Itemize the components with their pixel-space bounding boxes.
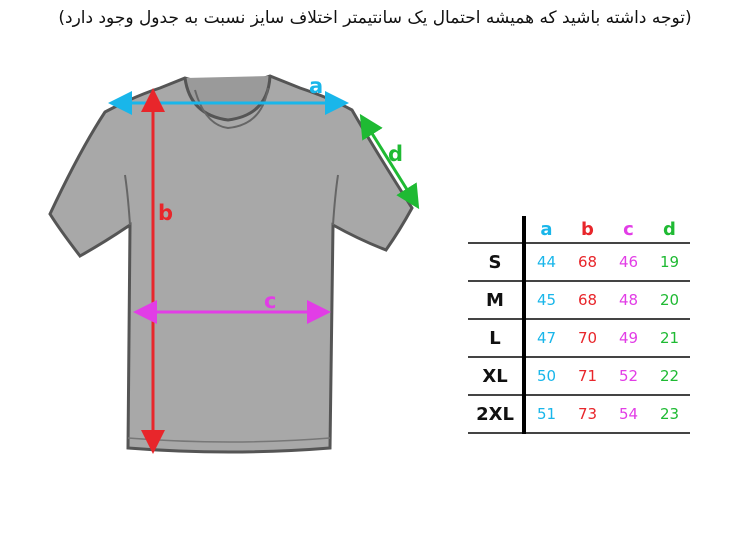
size-label: L — [468, 319, 526, 357]
measure-b-value: 70 — [577, 329, 598, 347]
label-d: d — [388, 142, 403, 166]
column-header-a: a — [540, 218, 553, 240]
measure-d-arrow — [359, 113, 420, 210]
table-row: S 44 68 46 19 — [468, 243, 690, 281]
table-header-row: a b c d — [468, 216, 690, 243]
measure-b-value: 73 — [577, 405, 598, 423]
measure-d-value: 23 — [659, 405, 680, 423]
measure-a-value: 51 — [536, 405, 557, 423]
measure-d-value: 19 — [659, 253, 680, 271]
measure-d-value: 22 — [659, 367, 680, 385]
tshirt-body — [48, 74, 414, 454]
table-row: 2XL 51 73 54 23 — [468, 395, 690, 433]
measure-d-value: 21 — [659, 329, 680, 347]
size-disclaimer-note: (توجه داشته باشید که همیشه احتمال یک سان… — [58, 8, 692, 28]
table-row: L 47 70 49 21 — [468, 319, 690, 357]
table-row: XL 50 71 52 22 — [468, 357, 690, 395]
measure-c-value: 54 — [618, 405, 639, 423]
measure-b-value: 68 — [577, 291, 598, 309]
size-label: M — [468, 281, 526, 319]
measure-a-value: 50 — [536, 367, 557, 385]
column-header-b: b — [581, 218, 594, 240]
size-label: S — [468, 243, 526, 281]
label-c: c — [264, 289, 276, 313]
measure-a-value: 45 — [536, 291, 557, 309]
column-header-c: c — [623, 218, 634, 240]
column-header-d: d — [663, 218, 676, 240]
label-b: b — [158, 201, 173, 225]
measure-c-value: 48 — [618, 291, 639, 309]
measure-d-value: 20 — [659, 291, 680, 309]
measure-c-value: 49 — [618, 329, 639, 347]
label-a: a — [309, 74, 323, 98]
measure-c-value: 52 — [618, 367, 639, 385]
size-label: XL — [468, 357, 526, 395]
measure-b-value: 68 — [577, 253, 598, 271]
measure-a-value: 47 — [536, 329, 557, 347]
measure-b-value: 71 — [577, 367, 598, 385]
table-row: M 45 68 48 20 — [468, 281, 690, 319]
measure-c-value: 46 — [618, 253, 639, 271]
size-label: 2XL — [468, 395, 526, 433]
measure-a-value: 44 — [536, 253, 557, 271]
size-table: a b c d S 44 68 46 19 M 45 68 48 20 L 47 70 49 21 XL 50 7… — [468, 216, 690, 434]
